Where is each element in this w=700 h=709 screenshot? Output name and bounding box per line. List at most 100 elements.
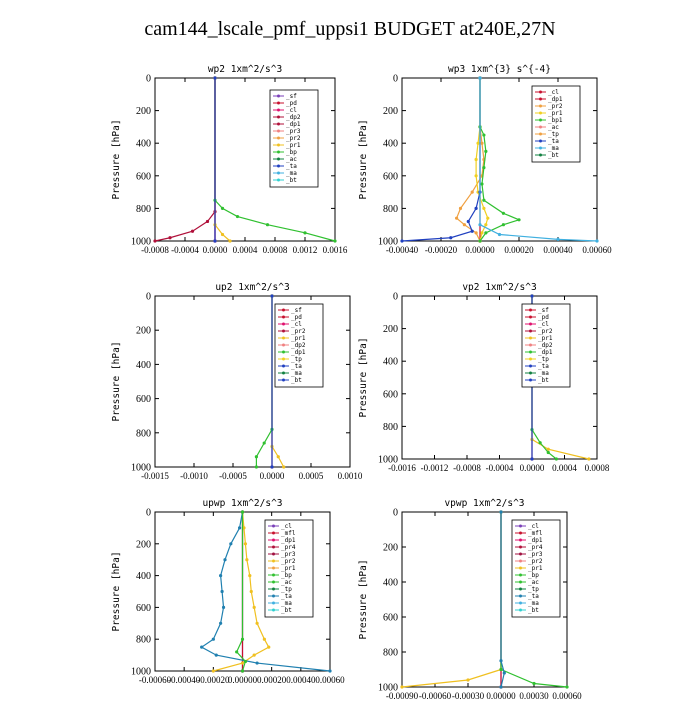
legend-label: _tp (548, 131, 559, 138)
series-point (565, 685, 569, 689)
legend-label: _ac (281, 579, 292, 586)
legend-label: _ma (286, 170, 297, 177)
legend-label: _cl (281, 523, 292, 530)
y-tick-label: 200 (136, 539, 151, 550)
series-point (484, 231, 488, 235)
series-point (282, 465, 286, 469)
series-point (228, 239, 232, 243)
legend-marker (272, 566, 275, 570)
x-tick-label: -0.00020 (425, 245, 458, 255)
y-tick-label: 200 (136, 326, 151, 337)
series-point (153, 239, 157, 243)
y-tick-label: 600 (383, 389, 398, 400)
series-point (262, 441, 266, 445)
series-point (480, 141, 484, 145)
legend-label: _bt (538, 377, 549, 384)
y-tick-label: 0 (393, 292, 398, 303)
x-tick-label: 0.00060 (315, 675, 345, 685)
legend-label: _ta (538, 363, 549, 370)
y-tick-label: 800 (383, 648, 398, 659)
series-line-ta (500, 512, 505, 688)
series-point (243, 542, 248, 546)
series-point (219, 621, 223, 625)
legend-label: _pr2 (538, 328, 553, 335)
legend-marker (272, 545, 275, 549)
series-point (480, 182, 484, 186)
legend-label: _ac (548, 124, 559, 131)
x-tick-label: 0.0005 (299, 471, 324, 481)
legend-marker (529, 371, 532, 375)
legend-marker (282, 343, 285, 347)
x-tick-label: -0.0016 (388, 463, 416, 473)
series-point (474, 174, 478, 178)
x-tick-label: 0.00000 (228, 675, 258, 685)
series-point (235, 650, 239, 654)
series-point (400, 239, 404, 243)
y-tick-label: 1000 (378, 683, 398, 694)
y-axis-label: Pressure [hPa] (358, 559, 369, 639)
y-tick-label: 0 (146, 292, 151, 303)
wp3-panel: wp3 1xm^{3} s^{-4} Pressure [hPa] 0 200 400 6… (358, 64, 612, 255)
legend-marker (539, 111, 542, 115)
y-tick-label: 1000 (131, 463, 151, 474)
legend-marker (519, 608, 522, 612)
series-point (501, 211, 505, 215)
y-tick-label: 200 (383, 106, 398, 117)
y-tick-label: 200 (383, 543, 398, 554)
legend-marker (519, 601, 522, 605)
legend-marker (519, 524, 522, 528)
x-tick-label: 0.0012 (293, 245, 318, 255)
series-point (482, 206, 486, 210)
y-tick-label: 200 (383, 324, 398, 335)
y-tick-label: 600 (136, 171, 151, 182)
legend-label: _pd (291, 314, 302, 321)
plot-area: vpwp 1xm^2/s^3 Pressure [hPa] 0 200 400 600 80… (358, 498, 582, 701)
x-tick-label: 0.0000 (520, 463, 545, 473)
legend-marker (277, 143, 280, 147)
series-point (214, 653, 218, 657)
series-point (530, 457, 534, 461)
y-tick-label: 800 (383, 422, 398, 433)
legend-label: _ma (281, 600, 292, 607)
legend-label: _bt (528, 607, 539, 614)
x-tick-label: -0.00060 (419, 691, 452, 701)
y-tick-label: 800 (136, 204, 151, 215)
x-tick-label: -0.00090 (386, 691, 419, 701)
series-point (474, 206, 478, 210)
legend-label: _dp1 (548, 96, 563, 103)
legend-label: _ta (286, 163, 297, 170)
legend-label: _tp (281, 586, 292, 593)
legend-label: _ta (281, 593, 292, 600)
y-tick-label: 1000 (378, 455, 398, 466)
series-point (200, 645, 204, 649)
panel-title: up2 1xm^2/s^3 (215, 282, 289, 293)
legend-marker (282, 308, 285, 312)
legend-label: _dp1 (538, 349, 553, 356)
legend-label: _mfl (528, 530, 543, 537)
series-point (211, 669, 215, 673)
series-point (482, 133, 486, 137)
legend-label: _mfl (281, 530, 296, 537)
legend-label: _pr2 (291, 328, 306, 335)
x-tick-label: 0.00020 (257, 675, 287, 685)
y-tick-label: 1000 (378, 237, 398, 248)
legend-label: _pr1 (548, 110, 563, 117)
x-tick-label: 0.0000 (203, 245, 228, 255)
legend-label: _cl (538, 321, 549, 328)
series-point (466, 678, 470, 682)
legend-marker (272, 580, 275, 584)
series-point (328, 669, 332, 673)
series-point (462, 223, 466, 227)
series-point (474, 231, 478, 235)
legend-marker (282, 336, 285, 340)
legend-label: _pr1 (528, 565, 543, 572)
legend-marker (272, 608, 275, 612)
series-point (255, 621, 259, 625)
series-point (484, 223, 488, 227)
x-tick-label: 0.00000 (465, 245, 495, 255)
legend-label: _cl (286, 107, 297, 114)
series-point (554, 457, 558, 461)
legend-label: _dp1 (281, 537, 296, 544)
up2-panel: up2 1xm^2/s^3 Pressure [hPa] 0 200 400 600 800… (111, 282, 363, 481)
series-point (205, 219, 210, 224)
